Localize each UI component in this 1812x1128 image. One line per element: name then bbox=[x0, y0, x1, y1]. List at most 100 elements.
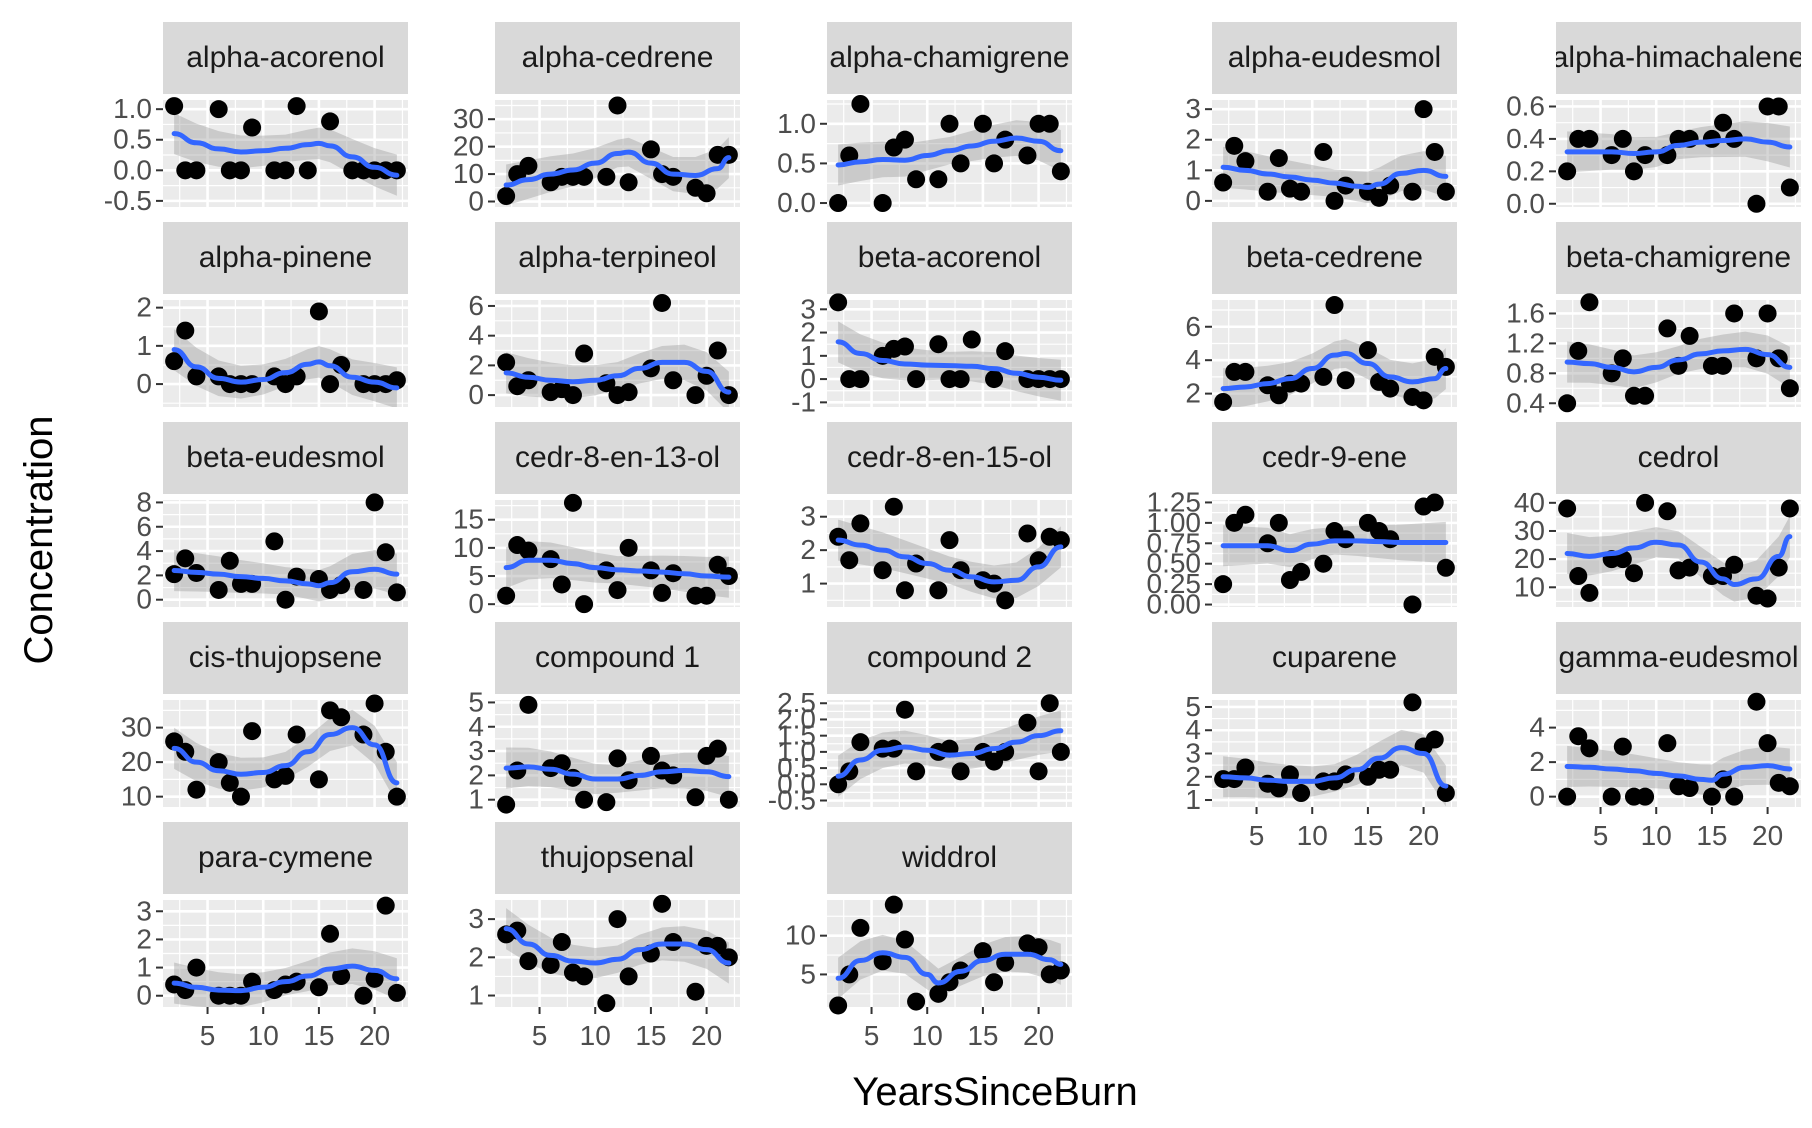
facet-alpha-himachalene: alpha-himachalene 0.00.20.40.6 bbox=[1506, 22, 1801, 219]
smooth-line bbox=[503, 557, 732, 580]
data-point bbox=[951, 154, 970, 173]
data-point bbox=[1658, 319, 1677, 338]
smooth-line bbox=[171, 725, 400, 786]
y-tick-label: 3 bbox=[1185, 738, 1201, 769]
x-tick-label: 5 bbox=[864, 1020, 880, 1051]
facet-title: cedr-8-en-13-ol bbox=[515, 441, 720, 474]
data-point bbox=[1702, 787, 1721, 806]
data-point bbox=[1580, 129, 1599, 148]
facet-strip bbox=[827, 622, 1072, 694]
data-point bbox=[1747, 692, 1766, 711]
data-point bbox=[265, 532, 284, 551]
data-point bbox=[176, 549, 195, 568]
data-point bbox=[851, 370, 870, 389]
data-point bbox=[851, 733, 870, 752]
data-point bbox=[1236, 152, 1255, 171]
facet-title: cedr-9-ene bbox=[1262, 441, 1407, 474]
y-tick-label: 1.0 bbox=[777, 736, 816, 767]
data-point bbox=[1425, 493, 1444, 512]
smooth-line bbox=[1564, 136, 1793, 157]
data-point bbox=[321, 112, 340, 131]
data-point bbox=[1558, 162, 1577, 181]
facet-strip bbox=[827, 222, 1072, 294]
y-tick-label: 0.5 bbox=[777, 147, 816, 178]
data-point bbox=[1269, 779, 1288, 798]
y-tick-label: 1.0 bbox=[113, 93, 152, 124]
data-point bbox=[231, 787, 250, 806]
y-tick-label: 4 bbox=[1529, 712, 1545, 743]
facet-cedr-9-ene: cedr-9-ene 0.000.250.500.751.001.25 bbox=[1147, 422, 1457, 620]
y-tick-label: 0.4 bbox=[1506, 123, 1545, 154]
data-point bbox=[929, 984, 948, 1003]
confidence-band bbox=[1567, 745, 1790, 797]
y-tick-label: 10 bbox=[785, 920, 816, 951]
y-tick-label: 0.0 bbox=[113, 154, 152, 185]
data-point bbox=[1040, 114, 1059, 133]
data-point bbox=[851, 514, 870, 533]
y-tick-label: 1.2 bbox=[1506, 327, 1545, 358]
y-tick-label: 2 bbox=[1185, 378, 1201, 409]
data-point bbox=[1680, 326, 1699, 345]
data-point bbox=[641, 746, 660, 765]
facet-gamma-eudesmol: gamma-eudesmol 0 24 5 10 15 20 bbox=[1529, 622, 1801, 851]
data-point bbox=[1292, 562, 1311, 581]
data-point bbox=[1051, 162, 1070, 181]
data-point bbox=[664, 371, 683, 390]
facet-strip bbox=[1556, 422, 1801, 494]
data-point bbox=[1214, 575, 1233, 594]
data-point bbox=[575, 967, 594, 986]
data-point bbox=[309, 770, 328, 789]
x-tick-label: 15 bbox=[303, 1020, 334, 1051]
data-point bbox=[895, 130, 914, 149]
data-point bbox=[907, 170, 926, 189]
data-point bbox=[1258, 182, 1277, 201]
smooth-line bbox=[1220, 350, 1449, 392]
y-tick-label: 10 bbox=[1514, 571, 1545, 602]
data-point bbox=[1569, 341, 1588, 360]
data-point bbox=[641, 140, 660, 159]
data-point bbox=[187, 958, 206, 977]
data-point bbox=[1370, 188, 1389, 207]
facet-strip bbox=[1212, 422, 1457, 494]
x-tick-label: 5 bbox=[1593, 820, 1609, 851]
data-point bbox=[1780, 777, 1799, 796]
y-tick-label: 1 bbox=[1185, 784, 1201, 815]
x-tick-label: 10 bbox=[580, 1020, 611, 1051]
facet-strip bbox=[163, 622, 408, 694]
facet-widdrol: widdrol 5 10 5 10 15 20 bbox=[785, 822, 1072, 1051]
facet-strip bbox=[1212, 622, 1457, 694]
y-tick-label: 2 bbox=[800, 534, 816, 565]
y-tick-label: 6 bbox=[1185, 311, 1201, 342]
y-tick-label: 3 bbox=[800, 501, 816, 532]
facet-title: alpha-eudesmol bbox=[1228, 41, 1441, 74]
data-point bbox=[840, 551, 859, 570]
y-tick-label: 1 bbox=[136, 952, 152, 983]
smooth-line bbox=[503, 359, 732, 395]
data-point bbox=[298, 161, 317, 180]
smooth-line bbox=[835, 728, 1064, 779]
data-point bbox=[1403, 182, 1422, 201]
data-point bbox=[497, 187, 516, 206]
x-tick-label: 20 bbox=[1023, 1020, 1054, 1051]
data-point bbox=[1769, 97, 1788, 116]
data-point bbox=[1236, 362, 1255, 381]
y-tick-label: 15 bbox=[453, 504, 484, 535]
facet-title: alpha-chamigrene bbox=[829, 41, 1069, 74]
data-point bbox=[497, 353, 516, 372]
data-point bbox=[321, 375, 340, 394]
data-point bbox=[1403, 595, 1422, 614]
y-tick-label: 1 bbox=[800, 568, 816, 599]
y-tick-label: 1 bbox=[800, 340, 816, 371]
data-point bbox=[940, 114, 959, 133]
data-point bbox=[1214, 173, 1233, 192]
data-point bbox=[907, 992, 926, 1011]
data-point bbox=[508, 761, 527, 780]
data-point bbox=[1269, 386, 1288, 405]
data-point bbox=[619, 383, 638, 402]
x-tick-label: 15 bbox=[1696, 820, 1727, 851]
smooth-line bbox=[1220, 538, 1449, 554]
y-tick-label: 2 bbox=[1185, 761, 1201, 792]
data-point bbox=[895, 930, 914, 949]
